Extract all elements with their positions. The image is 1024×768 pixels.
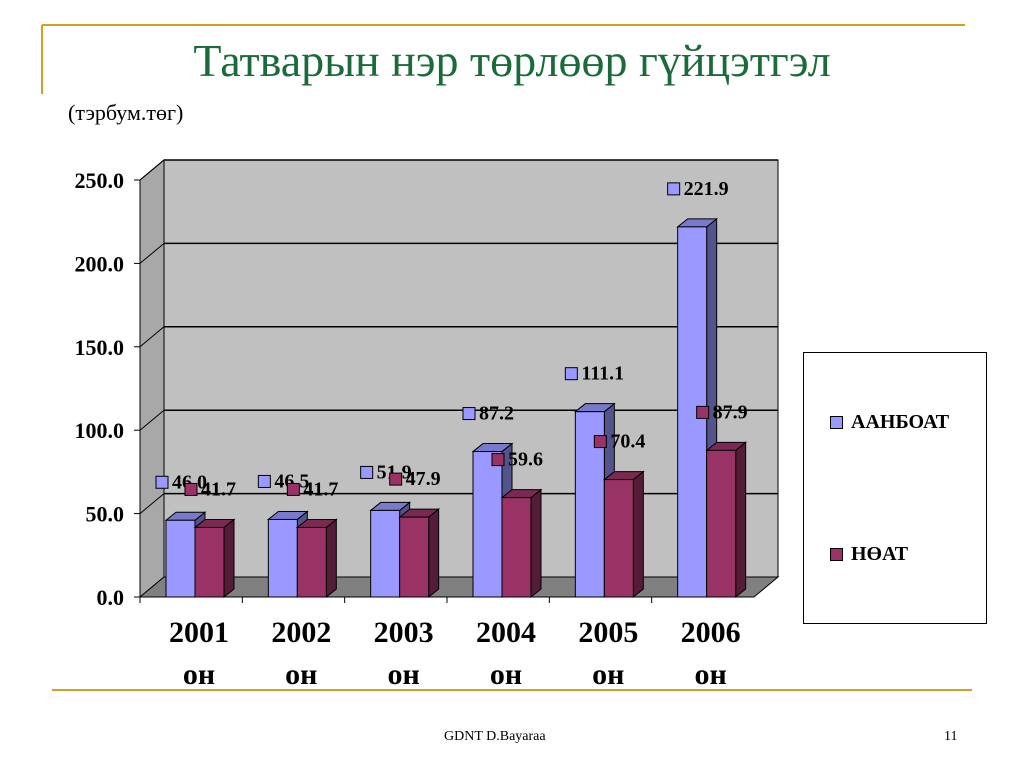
bar-front (501, 497, 532, 598)
x-tick-label-year: 2003 (374, 616, 434, 649)
data-label: 47.9 (406, 468, 441, 490)
data-label-marker (564, 367, 578, 381)
legend-swatch-a (830, 416, 843, 429)
chart-legend: ААНБОАТ НӨАТ (803, 352, 987, 624)
bar-series-b (705, 441, 748, 599)
plot-side-wall (139, 158, 165, 599)
bar-front (472, 451, 503, 598)
legend-label-a: ААНБОАТ (851, 411, 950, 433)
legend-swatch-b (830, 548, 843, 561)
y-tick-label: 50.0 (86, 502, 125, 527)
bar-side (428, 508, 440, 599)
bar-front (267, 518, 298, 598)
y-tick-label: 150.0 (75, 335, 125, 360)
x-tick-label-unit: он (388, 658, 420, 691)
data-label-marker (389, 472, 403, 486)
data-label-marker (462, 407, 476, 421)
bar-front (399, 516, 430, 598)
data-label-marker (360, 465, 374, 479)
bar-front (165, 519, 196, 598)
y-tick-label: 250.0 (75, 168, 125, 193)
x-tick-label-unit: он (490, 658, 522, 691)
data-label: 46.5 (274, 470, 309, 492)
gridline-side (139, 409, 165, 431)
gridline-side (139, 493, 165, 514)
data-label: 87.9 (713, 401, 748, 423)
bar-series-b (602, 470, 645, 599)
bar-front (194, 526, 225, 598)
gridline-side (139, 243, 165, 264)
data-label-marker (286, 482, 300, 496)
bar-side (223, 518, 235, 599)
data-label: 111.1 (581, 363, 624, 385)
data-label-marker (491, 453, 505, 467)
bar-side (530, 488, 542, 599)
bar-series-b (500, 488, 543, 599)
bar-side (632, 470, 644, 599)
x-tick-label-year: 2004 (476, 616, 536, 649)
data-label-marker (696, 405, 710, 419)
bar-series-b (398, 508, 441, 599)
bar-front (603, 479, 634, 598)
x-tick-label-year: 2006 (681, 616, 741, 649)
data-label: 87.2 (479, 403, 514, 425)
bar-front (296, 526, 327, 598)
data-label-marker (257, 474, 271, 488)
y-tick-label: 200.0 (75, 251, 125, 276)
data-label: 41.7 (201, 478, 236, 500)
x-tick-label-year: 2001 (169, 616, 229, 649)
slide-subtitle: (тэрбум.төг) (68, 100, 184, 125)
data-label: 51.9 (377, 461, 412, 483)
data-label-marker (593, 435, 607, 449)
bar-side (735, 441, 747, 599)
legend-item-series-b: НӨАТ (830, 543, 908, 566)
bar-side (325, 518, 337, 599)
plot-back-wall (163, 159, 779, 578)
y-tick-label: 100.0 (75, 418, 125, 443)
data-label: 46.0 (172, 471, 207, 493)
page-number: 11 (944, 729, 958, 744)
data-label: 70.4 (610, 431, 645, 453)
x-tick-label-unit: он (592, 658, 624, 691)
data-label-marker (667, 182, 681, 196)
bar-front (706, 449, 737, 598)
data-label-marker (184, 482, 198, 496)
x-tick-label-unit: он (285, 658, 317, 691)
bar-series-b (193, 518, 236, 599)
data-label: 221.9 (684, 178, 729, 200)
bar-series-b (295, 518, 338, 599)
gridline-side (139, 159, 165, 181)
x-tick-label-year: 2005 (578, 616, 638, 649)
legend-label-b: НӨАТ (851, 543, 909, 565)
x-tick-label-unit: он (695, 658, 727, 691)
slide-title: Татварын нэр төрлөөр гүйцэтгэл (193, 35, 831, 86)
x-tick-label-year: 2002 (271, 616, 331, 649)
data-label: 41.7 (303, 478, 338, 500)
x-tick-label-unit: он (183, 658, 215, 691)
gridline-side (139, 326, 165, 348)
bar-front (370, 509, 401, 598)
footer-author: GDNT D.Bayaraa (444, 729, 546, 744)
data-label-marker (155, 475, 169, 489)
data-label: 59.6 (508, 449, 543, 471)
legend-item-series-a: ААНБОАТ (830, 411, 949, 434)
y-tick-label: 0.0 (97, 585, 125, 610)
